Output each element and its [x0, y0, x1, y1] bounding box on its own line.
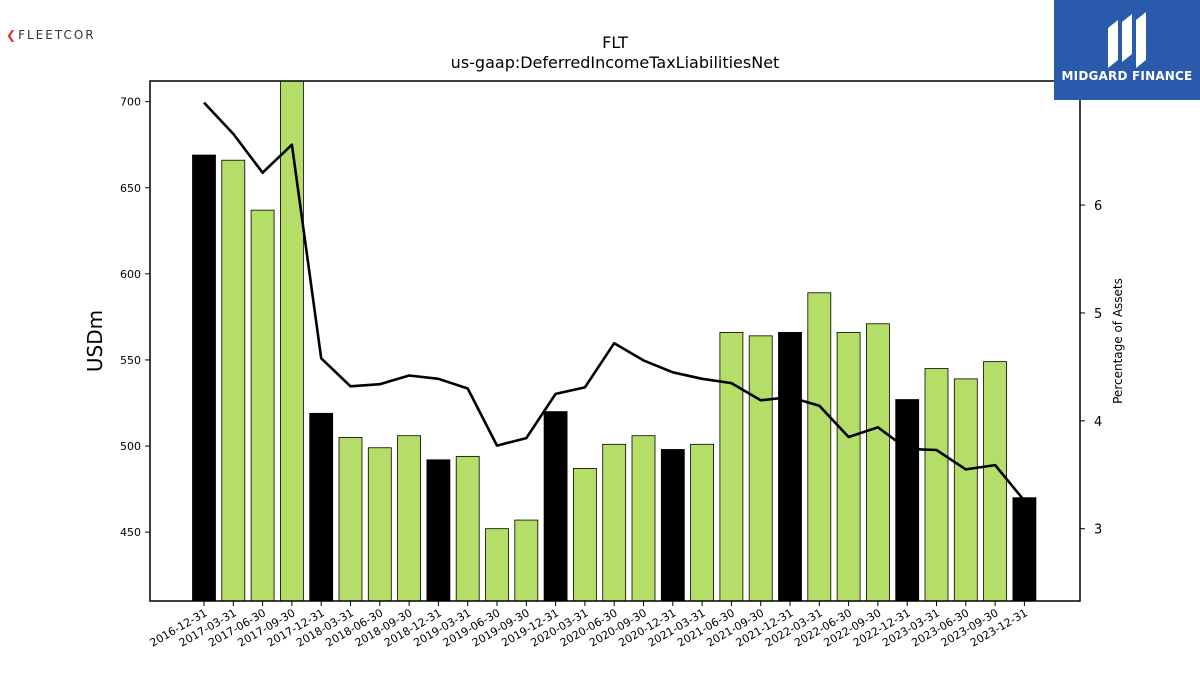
plot-frame — [149, 80, 1081, 602]
bar-2016-12-31 — [192, 154, 216, 602]
midgard-finance-badge: MIDGARD FINANCE — [1054, 0, 1200, 100]
x-axis: 2016-12-312017-03-312017-06-302017-09-30… — [148, 601, 1030, 650]
bar-2023-12-31 — [1012, 497, 1037, 602]
bars-group — [192, 80, 1037, 602]
y2-axis: 3 4 5 6 — [1080, 199, 1102, 538]
y-tick-label: 500 — [120, 440, 141, 453]
bar-2017-09-30 — [279, 80, 304, 602]
bar-2020-12-31 — [660, 449, 685, 602]
line-group — [203, 101, 1026, 502]
bar-2017-12-31 — [309, 412, 334, 602]
y-axis-label: USDm — [83, 310, 107, 372]
fleetcor-mark-icon: ❮ — [6, 28, 17, 42]
bar-2019-06-30 — [485, 528, 509, 602]
bar-2018-09-30 — [397, 435, 422, 602]
pct-assets-line — [203, 101, 1026, 502]
bar-2023-09-30 — [983, 361, 1007, 602]
y-tick-label: 450 — [120, 526, 141, 539]
y2-tick-label: 4 — [1094, 415, 1102, 430]
bar-2021-12-31 — [778, 331, 802, 602]
y2-tick-label: 3 — [1094, 523, 1102, 538]
company-logo: ❮ FLEETCOR — [6, 28, 96, 42]
y2-tick-label: 5 — [1094, 307, 1102, 322]
bar-2023-06-30 — [953, 378, 978, 602]
y2-axis-label: Percentage of Assets — [1111, 278, 1125, 404]
bar-2022-09-30 — [866, 323, 890, 602]
bar-2018-12-31 — [426, 459, 451, 602]
bar-2020-09-30 — [631, 435, 656, 602]
company-logo-text: FLEETCOR — [18, 28, 96, 42]
bar-2017-03-31 — [221, 159, 246, 602]
bar-2021-06-30 — [719, 331, 744, 602]
bar-2022-03-31 — [807, 292, 832, 602]
bar-2022-12-31 — [895, 399, 920, 602]
bar-2021-09-30 — [748, 335, 773, 602]
bar-2022-06-30 — [836, 331, 861, 602]
midgard-m-logo-icon — [1108, 12, 1146, 68]
y2-tick-label: 6 — [1094, 199, 1102, 214]
bar-2023-03-31 — [924, 368, 949, 602]
bar-2019-12-31 — [543, 411, 568, 602]
chart-title: FLT — [602, 33, 628, 52]
y-tick-label: 650 — [120, 182, 141, 195]
y-axis: 450 500 550 600 650 700 — [120, 96, 150, 539]
bar-2019-09-30 — [514, 519, 539, 602]
bar-2020-06-30 — [602, 443, 627, 602]
bar-2018-03-31 — [338, 437, 363, 602]
bar-2021-03-31 — [690, 443, 714, 602]
bar-2018-06-30 — [367, 447, 392, 602]
bar-2020-03-31 — [573, 468, 597, 602]
chart-subtitle: us-gaap:DeferredIncomeTaxLiabilitiesNet — [451, 53, 780, 72]
bar-2017-06-30 — [250, 209, 275, 602]
badge-text: MIDGARD FINANCE — [1061, 69, 1193, 83]
y-tick-label: 700 — [120, 96, 141, 109]
y-tick-label: 600 — [120, 268, 141, 281]
y-tick-label: 550 — [120, 354, 141, 367]
bar-2019-03-31 — [455, 455, 480, 602]
